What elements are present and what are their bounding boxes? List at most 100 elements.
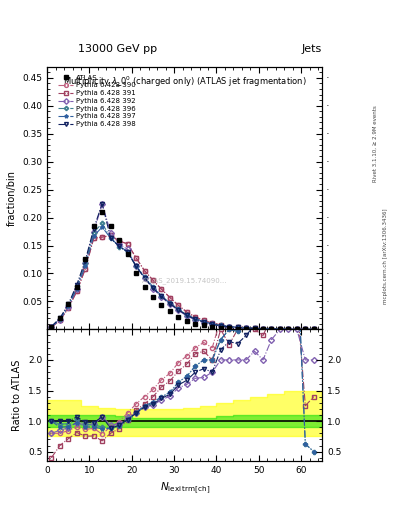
Pythia 6.428 397 xyxy=(269,326,274,332)
ATLAS xyxy=(227,325,231,331)
Pythia 6.428 396 xyxy=(125,249,130,255)
Pythia 6.428 391 xyxy=(66,305,71,311)
Pythia 6.428 397 xyxy=(201,318,206,325)
Pythia 6.428 390 xyxy=(311,326,316,332)
Pythia 6.428 391 xyxy=(261,326,265,332)
Pythia 6.428 391 xyxy=(108,232,113,239)
Pythia 6.428 392 xyxy=(235,325,240,331)
Text: mcplots.cern.ch [arXiv:1306.3436]: mcplots.cern.ch [arXiv:1306.3436] xyxy=(383,208,387,304)
Pythia 6.428 391 xyxy=(184,309,189,315)
Pythia 6.428 397 xyxy=(74,286,79,292)
Pythia 6.428 392 xyxy=(210,322,215,328)
Pythia 6.428 392 xyxy=(184,313,189,319)
Pythia 6.428 390 xyxy=(176,302,181,308)
Pythia 6.428 397 xyxy=(286,326,291,332)
ATLAS xyxy=(261,326,265,332)
Pythia 6.428 390 xyxy=(303,326,308,332)
Pythia 6.428 390 xyxy=(83,266,88,272)
ATLAS xyxy=(66,301,71,307)
Pythia 6.428 392 xyxy=(219,323,223,329)
Pythia 6.428 392 xyxy=(57,317,62,323)
Pythia 6.428 390 xyxy=(100,234,105,240)
Pythia 6.428 391 xyxy=(201,317,206,324)
Pythia 6.428 392 xyxy=(83,260,88,266)
Pythia 6.428 396 xyxy=(269,326,274,332)
Pythia 6.428 397 xyxy=(108,235,113,241)
Pythia 6.428 396 xyxy=(167,300,172,306)
ATLAS xyxy=(219,325,223,331)
ATLAS xyxy=(142,284,147,290)
Pythia 6.428 390 xyxy=(159,286,164,292)
Pythia 6.428 390 xyxy=(66,305,71,311)
Pythia 6.428 398 xyxy=(108,235,113,241)
Pythia 6.428 392 xyxy=(167,301,172,307)
Pythia 6.428 391 xyxy=(83,266,88,272)
Pythia 6.428 397 xyxy=(66,304,71,310)
Pythia 6.428 391 xyxy=(159,286,164,292)
Pythia 6.428 397 xyxy=(193,316,198,322)
Pythia 6.428 396 xyxy=(57,316,62,322)
Pythia 6.428 391 xyxy=(193,314,198,320)
Pythia 6.428 390 xyxy=(261,326,265,332)
Pythia 6.428 392 xyxy=(227,324,231,330)
Pythia 6.428 390 xyxy=(184,309,189,315)
Pythia 6.428 392 xyxy=(117,241,121,247)
Pythia 6.428 391 xyxy=(252,325,257,331)
Pythia 6.428 396 xyxy=(159,293,164,299)
Pythia 6.428 391 xyxy=(210,320,215,326)
Pythia 6.428 397 xyxy=(294,326,299,332)
Pythia 6.428 390 xyxy=(49,324,54,330)
Pythia 6.428 398 xyxy=(49,324,54,330)
Pythia 6.428 390 xyxy=(294,326,299,332)
Pythia 6.428 390 xyxy=(134,255,138,261)
Pythia 6.428 397 xyxy=(311,326,316,332)
Pythia 6.428 392 xyxy=(142,275,147,281)
Pythia 6.428 392 xyxy=(49,324,54,330)
Pythia 6.428 398 xyxy=(100,201,105,207)
Pythia 6.428 396 xyxy=(210,321,215,327)
Pythia 6.428 392 xyxy=(74,286,79,292)
Pythia 6.428 396 xyxy=(91,229,96,236)
Pythia 6.428 397 xyxy=(91,233,96,239)
ATLAS xyxy=(235,326,240,332)
Pythia 6.428 397 xyxy=(134,263,138,269)
Pythia 6.428 391 xyxy=(151,277,155,283)
ATLAS xyxy=(176,314,181,320)
Pythia 6.428 391 xyxy=(74,288,79,294)
Pythia 6.428 392 xyxy=(91,228,96,234)
Pythia 6.428 391 xyxy=(142,268,147,274)
Pythia 6.428 390 xyxy=(277,326,282,332)
ATLAS xyxy=(286,326,291,332)
Pythia 6.428 397 xyxy=(252,325,257,331)
ATLAS xyxy=(294,326,299,332)
Pythia 6.428 397 xyxy=(49,324,54,330)
Pythia 6.428 397 xyxy=(176,306,181,312)
ATLAS xyxy=(184,318,189,324)
Pythia 6.428 396 xyxy=(244,325,248,331)
Pythia 6.428 398 xyxy=(252,325,257,331)
Pythia 6.428 396 xyxy=(100,220,105,226)
Pythia 6.428 396 xyxy=(176,306,181,312)
Pythia 6.428 398 xyxy=(176,307,181,313)
Pythia 6.428 396 xyxy=(49,324,54,330)
Pythia 6.428 391 xyxy=(100,234,105,240)
Pythia 6.428 398 xyxy=(74,282,79,288)
Pythia 6.428 396 xyxy=(286,326,291,332)
Pythia 6.428 396 xyxy=(294,326,299,332)
Pythia 6.428 390 xyxy=(269,326,274,332)
Pythia 6.428 392 xyxy=(66,304,71,310)
Y-axis label: Ratio to ATLAS: Ratio to ATLAS xyxy=(12,359,22,431)
Pythia 6.428 396 xyxy=(151,284,155,290)
Pythia 6.428 398 xyxy=(244,325,248,331)
ATLAS xyxy=(125,251,130,257)
Text: Jets: Jets xyxy=(302,44,322,54)
Pythia 6.428 397 xyxy=(244,325,248,331)
Pythia 6.428 397 xyxy=(125,249,130,255)
Pythia 6.428 390 xyxy=(193,314,198,320)
Pythia 6.428 397 xyxy=(151,284,155,290)
ATLAS xyxy=(193,321,198,327)
Pythia 6.428 398 xyxy=(303,326,308,332)
Pythia 6.428 392 xyxy=(201,319,206,326)
ATLAS xyxy=(74,284,79,290)
Pythia 6.428 398 xyxy=(227,324,231,330)
